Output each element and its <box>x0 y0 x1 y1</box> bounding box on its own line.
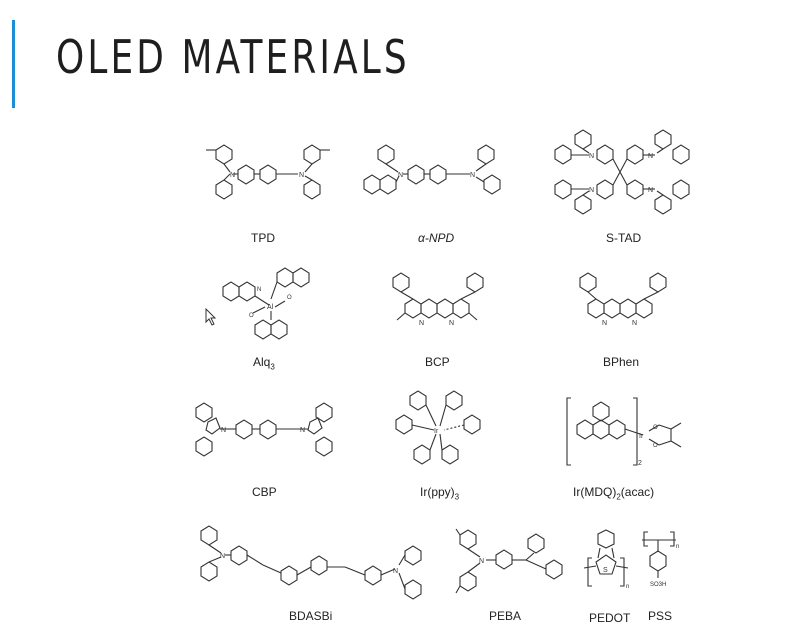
caption-bdasbi: BDASBi <box>289 609 333 623</box>
slide-title: OLED MATERIALS <box>56 30 410 84</box>
caption-irmdq-text: Ir(MDQ) <box>573 485 617 499</box>
svg-text:N: N <box>589 153 594 160</box>
svg-text:N: N <box>393 568 398 575</box>
svg-text:Ir: Ir <box>434 428 439 435</box>
caption-alq3: Alq3 <box>253 355 275 371</box>
bcp-structure: N N <box>385 270 495 345</box>
irppy3-structure: Ir <box>390 390 490 480</box>
bphen-structure: N N <box>572 270 682 345</box>
svg-text:Ir: Ir <box>639 433 644 440</box>
caption-irppy3-text: Ir(ppy) <box>420 485 455 499</box>
alpha-npd-structure: N N <box>358 140 518 210</box>
bdasbi-structure: N N <box>195 525 440 610</box>
tpd-structure: N N <box>188 140 348 210</box>
cbp-structure: N N <box>190 400 340 470</box>
svg-text:N: N <box>299 172 304 179</box>
svg-text:N: N <box>221 427 226 434</box>
svg-text:S: S <box>603 567 608 574</box>
pss-structure: n SO3H <box>640 528 690 598</box>
svg-text:N: N <box>419 320 424 327</box>
svg-text:N: N <box>257 287 261 293</box>
irmdq2acac-structure: Ir 2 O O <box>563 395 693 470</box>
svg-text:N: N <box>449 320 454 327</box>
svg-text:O: O <box>249 313 254 319</box>
caption-bphen: BPhen <box>603 355 640 369</box>
svg-text:N: N <box>632 320 637 327</box>
svg-text:N: N <box>648 153 653 160</box>
caption-peba: PEBA <box>489 609 522 623</box>
caption-alpha-npd: α-NPD <box>418 231 455 245</box>
caption-irppy3: Ir(ppy)3 <box>420 485 459 501</box>
svg-text:O: O <box>653 425 658 431</box>
caption-cbp: CBP <box>252 485 277 499</box>
caption-irppy3-subscript: 3 <box>454 492 460 502</box>
svg-text:n: n <box>626 584 629 590</box>
alq3-structure: Al N O O <box>215 265 325 355</box>
caption-alq3-text: Alq <box>253 355 271 369</box>
svg-text:2: 2 <box>638 460 642 467</box>
caption-s-tad: S-TAD <box>606 231 642 245</box>
svg-text:N: N <box>479 558 484 565</box>
svg-text:N: N <box>589 187 594 194</box>
peba-structure: N <box>450 525 575 605</box>
svg-text:N: N <box>648 187 653 194</box>
caption-irmdq-subscript: 2 <box>616 492 621 502</box>
svg-text:N: N <box>398 172 403 179</box>
svg-text:N: N <box>602 320 607 327</box>
caption-irmdq2acac: Ir(MDQ)2(acac) <box>573 485 654 501</box>
mouse-pointer-icon <box>205 307 217 331</box>
svg-text:N: N <box>300 427 305 434</box>
svg-text:N: N <box>470 172 475 179</box>
caption-tpd: TPD <box>251 231 275 245</box>
svg-text:n: n <box>676 544 679 550</box>
caption-pedot: PEDOT <box>589 611 631 625</box>
svg-text:N: N <box>230 172 235 179</box>
s-tad-structure: N N N N <box>545 125 695 225</box>
caption-pss: PSS <box>648 609 673 623</box>
accent-bar <box>12 20 15 108</box>
svg-text:O: O <box>653 443 658 449</box>
svg-text:SO3H: SO3H <box>650 582 666 588</box>
svg-text:N: N <box>220 553 225 560</box>
pedot-structure: S n <box>578 528 638 598</box>
svg-text:Al: Al <box>267 304 274 311</box>
svg-text:O: O <box>287 295 292 301</box>
caption-bcp: BCP <box>425 355 450 369</box>
caption-acac-text: (acac) <box>620 485 655 499</box>
caption-alq3-subscript: 3 <box>270 362 275 372</box>
